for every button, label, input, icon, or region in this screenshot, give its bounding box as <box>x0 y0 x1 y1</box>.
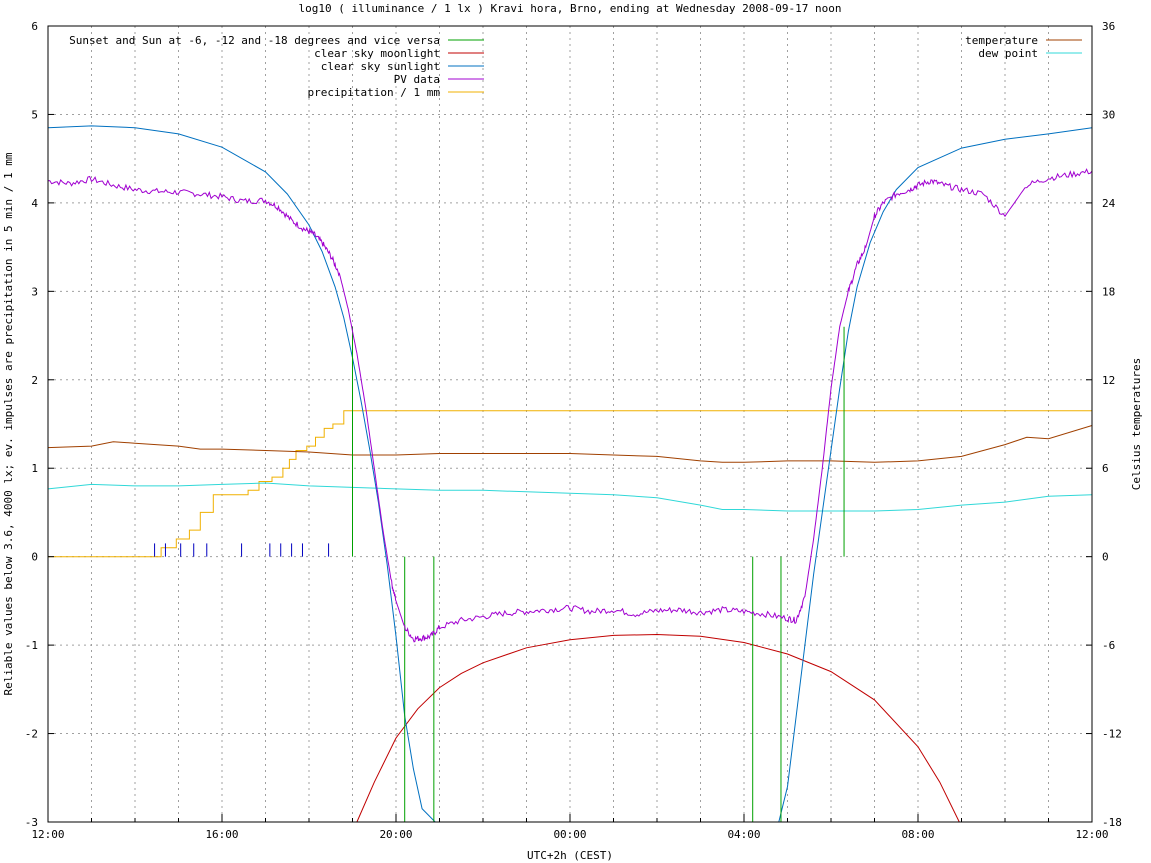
y2-tick-label: 0 <box>1102 551 1109 564</box>
legend-label: temperature <box>965 34 1038 47</box>
y-tick-label: 5 <box>31 108 38 121</box>
x-tick-label: 16:00 <box>205 828 238 841</box>
x-axis-label: UTC+2h (CEST) <box>527 849 613 862</box>
dewpoint-series <box>47 482 1093 512</box>
y2-tick-label: -18 <box>1102 816 1122 829</box>
y2-tick-label: 6 <box>1102 462 1109 475</box>
y2-tick-label: -12 <box>1102 728 1122 741</box>
y-tick-label: -2 <box>25 728 38 741</box>
grid-layer <box>48 26 1092 822</box>
x-tick-label: 04:00 <box>727 828 760 841</box>
sunlight-series <box>47 125 1093 823</box>
temperature-series <box>47 425 1093 463</box>
x-tick-label: 00:00 <box>553 828 586 841</box>
y2-tick-label: 30 <box>1102 108 1115 121</box>
legend-label: PV data <box>394 73 440 86</box>
chart-title: log10 ( illuminance / 1 lx ) Kravi hora,… <box>298 2 841 15</box>
y-axis-label: Reliable values below 3.6, 4000 lx; ev. … <box>2 152 15 695</box>
y-tick-label: 2 <box>31 374 38 387</box>
moonlight-series <box>356 633 960 823</box>
y-tick-label: -1 <box>25 639 38 652</box>
precipitation-series <box>48 410 1092 558</box>
y2-axis-label: Celsius temperatures <box>1130 358 1143 490</box>
legend-label: clear sky moonlight <box>314 47 440 60</box>
x-tick-label: 20:00 <box>379 828 412 841</box>
x-tick-label: 08:00 <box>901 828 934 841</box>
legend-layer: Sunset and Sun at -6, -12 and -18 degree… <box>69 34 1082 99</box>
y-tick-label: 0 <box>31 551 38 564</box>
y2-tick-label: 18 <box>1102 285 1115 298</box>
y-tick-label: 1 <box>31 462 38 475</box>
x-tick-label: 12:00 <box>31 828 64 841</box>
legend-label: clear sky sunlight <box>321 60 440 73</box>
y2-tick-label: -6 <box>1102 639 1115 652</box>
y2-tick-label: 12 <box>1102 374 1115 387</box>
series-layer <box>47 125 1093 823</box>
y2-tick-label: 36 <box>1102 20 1115 33</box>
y2-tick-label: 24 <box>1102 197 1116 210</box>
y-tick-label: 3 <box>31 285 38 298</box>
pv-series <box>47 168 1093 643</box>
legend-label: Sunset and Sun at -6, -12 and -18 degree… <box>69 34 440 47</box>
y-tick-label: 6 <box>31 20 38 33</box>
y-tick-label: 4 <box>31 197 38 210</box>
y-tick-label: -3 <box>25 816 38 829</box>
legend-label: dew point <box>978 47 1038 60</box>
legend-label: precipitation / 1 mm <box>308 86 441 99</box>
x-tick-label: 12:00 <box>1075 828 1108 841</box>
